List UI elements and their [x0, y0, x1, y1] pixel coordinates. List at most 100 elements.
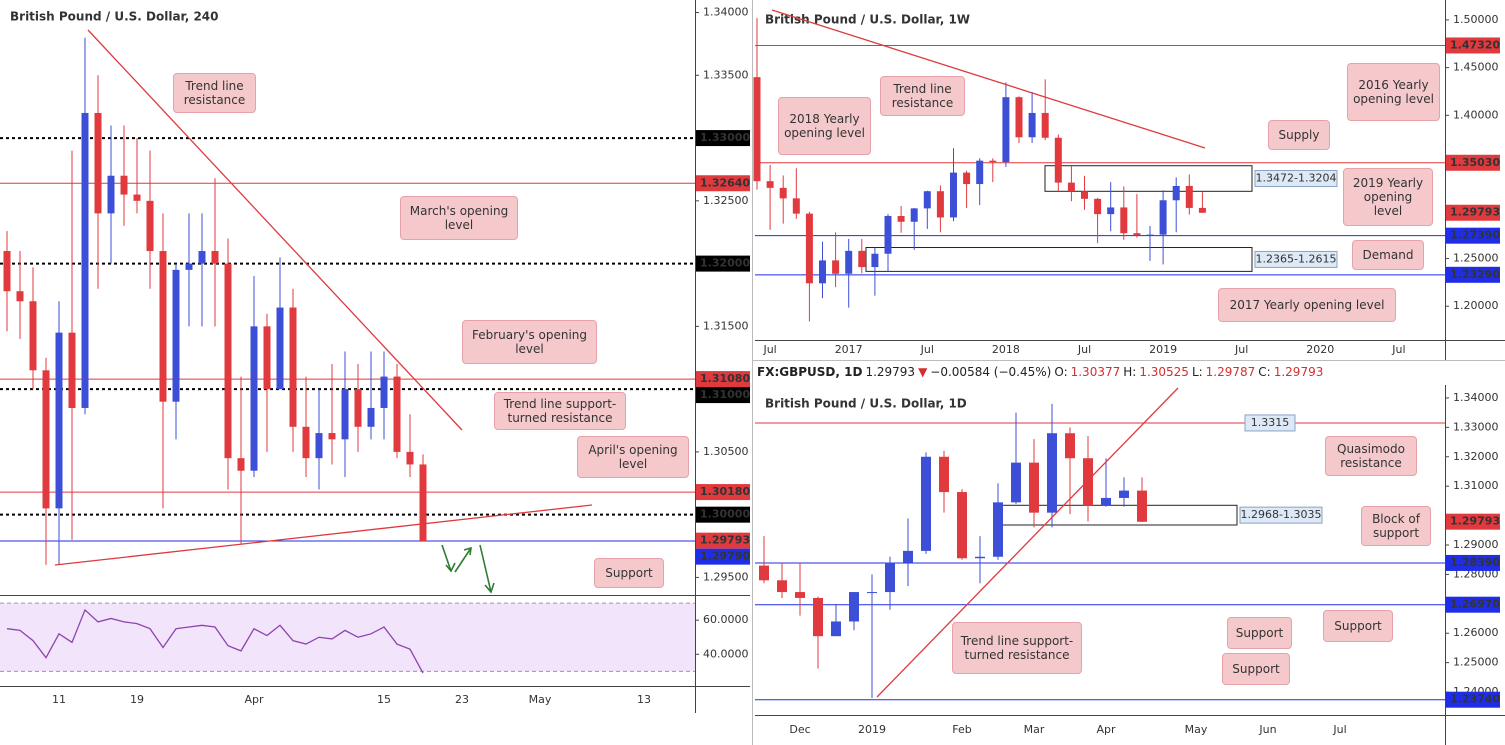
candle-body: [921, 456, 931, 551]
annotation: Support: [1323, 610, 1393, 642]
annotation: Support: [1227, 617, 1292, 649]
candle-body: [341, 389, 349, 440]
candle-body: [185, 263, 193, 270]
candle-body: [1041, 112, 1049, 138]
x-tick-label: 11: [52, 693, 66, 706]
level-tag-box: [1244, 414, 1296, 432]
zone-label-box: [1239, 506, 1323, 524]
trend-line: [876, 387, 1179, 698]
candle-body: [29, 301, 37, 371]
y-tick-label: 1.26000: [1453, 626, 1499, 639]
y-tick-label: 60.0000: [703, 613, 749, 626]
level-label-box: [1446, 513, 1500, 530]
annotation: Quasimodo resistance: [1325, 436, 1417, 476]
candle-body: [289, 307, 297, 427]
candle-body: [766, 181, 774, 188]
candle-body: [55, 332, 63, 509]
candle-body: [276, 307, 284, 390]
x-tick-label: 2017: [835, 343, 863, 356]
candle-body: [936, 191, 944, 218]
y-tick-label: 1.32500: [703, 194, 749, 207]
candle-body: [406, 451, 414, 465]
candle-body: [1185, 185, 1193, 208]
y-tick-label: 1.50000: [1453, 13, 1499, 26]
candle-body: [832, 260, 840, 274]
candle-body: [923, 191, 931, 209]
y-tick-label: 1.40000: [1453, 108, 1499, 121]
level-label: 1.35030: [1450, 156, 1500, 169]
level-label: 1.28390: [1450, 556, 1500, 569]
quote-item: 1.29793: [1273, 365, 1324, 379]
candle-body: [963, 172, 971, 185]
x-tick-label: 2019: [1149, 343, 1177, 356]
x-tick-label: 19: [130, 693, 144, 706]
candle-body: [1119, 490, 1129, 498]
candle-body: [81, 112, 89, 408]
arrow: [454, 547, 472, 573]
candle-body: [68, 332, 76, 408]
x-tick-label: Jul: [1332, 723, 1346, 736]
candle-body: [1133, 233, 1141, 236]
level-label: 1.26970: [1450, 598, 1500, 611]
level-label: 1.31080: [700, 372, 750, 385]
annotation: Trend line resistance: [880, 76, 965, 116]
candle-body: [884, 216, 892, 254]
trend-line: [54, 504, 593, 566]
y-tick-label: 1.25000: [1453, 656, 1499, 669]
candle-body: [1083, 458, 1093, 506]
quote-item: 1.29793: [865, 365, 916, 379]
candle-body: [867, 592, 877, 594]
candle-body: [1094, 198, 1102, 215]
candle-body: [1054, 137, 1062, 183]
y-tick-label: 1.45000: [1453, 61, 1499, 74]
annotation: Trend line support-turned resistance: [494, 392, 626, 430]
arrow: [441, 544, 452, 572]
annotation: Demand: [1352, 240, 1424, 270]
annotation: Support: [594, 558, 664, 588]
candle-body: [989, 160, 997, 163]
annotation: 2018 Yearly opening level: [778, 97, 871, 155]
candle-body: [315, 433, 323, 459]
y-tick-label: 1.29500: [703, 570, 749, 583]
level-label-box: [1446, 554, 1500, 571]
x-tick-label: Apr: [1096, 723, 1116, 736]
level-label: 1.47320: [1450, 38, 1500, 51]
level-label-box: [696, 387, 750, 404]
level-label-box: [696, 506, 750, 523]
y-tick-label: 1.32000: [1453, 450, 1499, 463]
level-label-box: [696, 484, 750, 501]
x-tick-label: May: [529, 693, 552, 706]
candle-body: [779, 187, 787, 199]
level-label-box: [696, 548, 750, 565]
candle-body: [1198, 207, 1206, 213]
level-label-box: [1446, 691, 1500, 708]
chart-title: British Pound / U.S. Dollar, 1W: [765, 13, 970, 27]
y-tick-label: 1.34000: [703, 6, 749, 19]
candle-body: [831, 621, 841, 637]
candle-body: [939, 456, 949, 493]
candle-body: [993, 502, 1003, 557]
quote-item: H:: [1123, 365, 1137, 379]
annotation: 2016 Yearly opening level: [1347, 63, 1440, 121]
candle-body: [146, 200, 154, 252]
level-label: 1.29793: [1450, 206, 1500, 219]
level-label-box: [696, 371, 750, 388]
level-label: 1.33000: [700, 131, 750, 144]
quote-item: L:: [1191, 365, 1203, 379]
candle-body: [910, 208, 918, 222]
level-label: 1.29793: [1450, 515, 1500, 528]
candle-body: [975, 556, 985, 559]
x-tick-label: Apr: [244, 693, 264, 706]
candle-body: [795, 592, 805, 598]
candle-body: [792, 198, 800, 214]
candle-body: [950, 172, 957, 218]
candle-body: [1101, 497, 1111, 506]
level-label: 1.30180: [700, 485, 750, 498]
candle-body: [419, 464, 427, 542]
y-tick-label: 1.31500: [703, 319, 749, 332]
candle-body: [380, 376, 388, 408]
candle-body: [976, 160, 984, 185]
level-label-box: [1446, 37, 1500, 54]
candle-body: [1028, 112, 1036, 138]
